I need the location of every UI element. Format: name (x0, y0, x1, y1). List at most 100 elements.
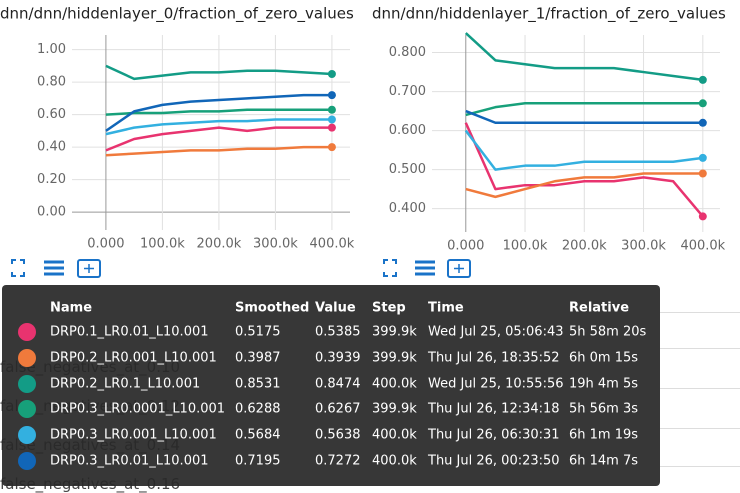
cell: DRP0.3_LR0.0001_L10.001 (50, 401, 226, 417)
column-header: Relative (569, 300, 630, 316)
swatch (18, 323, 36, 341)
cell: 5h 56m 3s (569, 401, 639, 417)
cell: 6h 1m 19s (569, 427, 639, 443)
cell: DRP0.1_LR0.01_L10.001 (50, 324, 209, 340)
fullscreen-icon[interactable] (11, 259, 25, 277)
series-line (464, 32, 703, 82)
charts: dnn/dnn/hiddenlayer_0/fraction_of_zero_v… (0, 5, 726, 278)
cell: Wed Jul 25, 10:55:56 (428, 376, 564, 392)
column-header: Time (428, 300, 464, 316)
cell: 0.8531 (235, 376, 281, 392)
y-tick-label: 0.40 (37, 140, 66, 155)
cell: 0.5638 (315, 427, 361, 443)
fit-icon-cross (454, 264, 464, 273)
y-tick-label: 1.00 (37, 42, 66, 57)
cell: 400.0k (372, 376, 417, 392)
cell: DRP0.2_LR0.1_L10.001 (50, 376, 201, 392)
series-line (465, 109, 703, 125)
series-line (105, 145, 332, 157)
chart-title: dnn/dnn/hiddenlayer_1/fraction_of_zero_v… (372, 5, 726, 24)
divider (660, 388, 740, 389)
cell: 0.8474 (315, 376, 361, 392)
series-line (465, 102, 703, 117)
cell: 0.3987 (235, 350, 281, 366)
cell: 400.0k (372, 427, 417, 443)
cell: 6h 0m 15s (569, 350, 639, 366)
series-line (105, 126, 332, 152)
x-tick-label: 100.0k (140, 237, 185, 252)
y-tick-label: 0.500 (389, 162, 426, 177)
column-header: Name (50, 300, 93, 316)
fit-icon[interactable] (77, 259, 101, 278)
tooltip: Name Smoothed Value Step Time Relative DRP0.1_… (2, 285, 660, 486)
end-point (327, 105, 336, 114)
legend-icon[interactable] (44, 260, 64, 276)
cell: 0.5385 (315, 324, 361, 340)
column-header: Value (315, 300, 356, 316)
swatch (18, 452, 36, 470)
legend-icon[interactable] (415, 260, 435, 276)
divider (660, 428, 740, 429)
y-tick-label: 0.80 (37, 75, 66, 90)
swatch (18, 400, 36, 419)
y-tick-label: 0.400 (389, 201, 426, 216)
end-point (698, 212, 707, 221)
cell: 399.9k (372, 350, 417, 366)
series-line (105, 108, 332, 116)
end-point (327, 123, 336, 132)
plot-area (432, 35, 720, 232)
cell: DRP0.3_LR0.01_L10.001 (50, 453, 209, 469)
chart-title: dnn/dnn/hiddenlayer_0/fraction_of_zero_v… (0, 5, 354, 24)
x-tick-label: 300.0k (253, 237, 298, 252)
cell: Thu Jul 26, 00:23:50 (428, 453, 560, 469)
x-tick-label: 400.0k (680, 239, 725, 254)
toolbar[interactable] (11, 259, 471, 278)
swatch (18, 374, 36, 393)
cell: 5h 58m 20s (569, 324, 647, 340)
end-point (327, 143, 336, 152)
cell: 399.9k (372, 401, 417, 417)
cell: 6h 14m 7s (569, 453, 639, 469)
divider (660, 312, 740, 313)
x-tick-label: 200.0k (562, 239, 607, 254)
end-point (698, 153, 707, 162)
column-header: Smoothed (235, 300, 310, 316)
cell: 399.9k (372, 324, 417, 340)
cell: Thu Jul 26, 18:35:52 (428, 350, 560, 366)
end-point (698, 169, 707, 178)
series-line (105, 118, 332, 136)
y-tick-label: 0.700 (389, 84, 426, 99)
x-tick-label: 100.0k (503, 239, 548, 254)
fullscreen-icon[interactable] (383, 259, 397, 277)
cell: 0.3939 (315, 350, 361, 366)
end-point (698, 118, 707, 127)
x-tick-label: 300.0k (621, 239, 666, 254)
series-line (105, 93, 332, 132)
series-line (465, 172, 703, 199)
cell: 0.5175 (235, 324, 281, 340)
series-line (105, 64, 332, 81)
y-tick-label: 0.60 (37, 107, 66, 122)
series-line (464, 129, 703, 171)
cell: Wed Jul 25, 05:06:43 (428, 324, 564, 340)
cell: 19h 4m 5s (569, 376, 639, 392)
fit-icon-cross (84, 264, 94, 273)
end-point (327, 70, 336, 78)
cell: Thu Jul 26, 12:34:18 (428, 401, 560, 417)
y-tick-label: 0.00 (37, 205, 66, 220)
y-tick-label: 0.600 (389, 123, 426, 138)
end-point (327, 91, 336, 100)
end-point (698, 75, 707, 84)
cell: 400.0k (372, 453, 417, 469)
end-point (698, 99, 707, 108)
series-line (464, 122, 704, 218)
x-tick-label: 200.0k (197, 237, 242, 252)
column-header: Step (372, 300, 406, 316)
cell: DRP0.2_LR0.001_L10.001 (50, 350, 217, 366)
cell: 0.6267 (315, 401, 361, 417)
fit-icon[interactable] (447, 259, 471, 278)
x-tick-label: 0.000 (447, 239, 484, 254)
cell: DRP0.3_LR0.001_L10.001 (50, 427, 217, 443)
cell: 0.7195 (235, 453, 281, 469)
